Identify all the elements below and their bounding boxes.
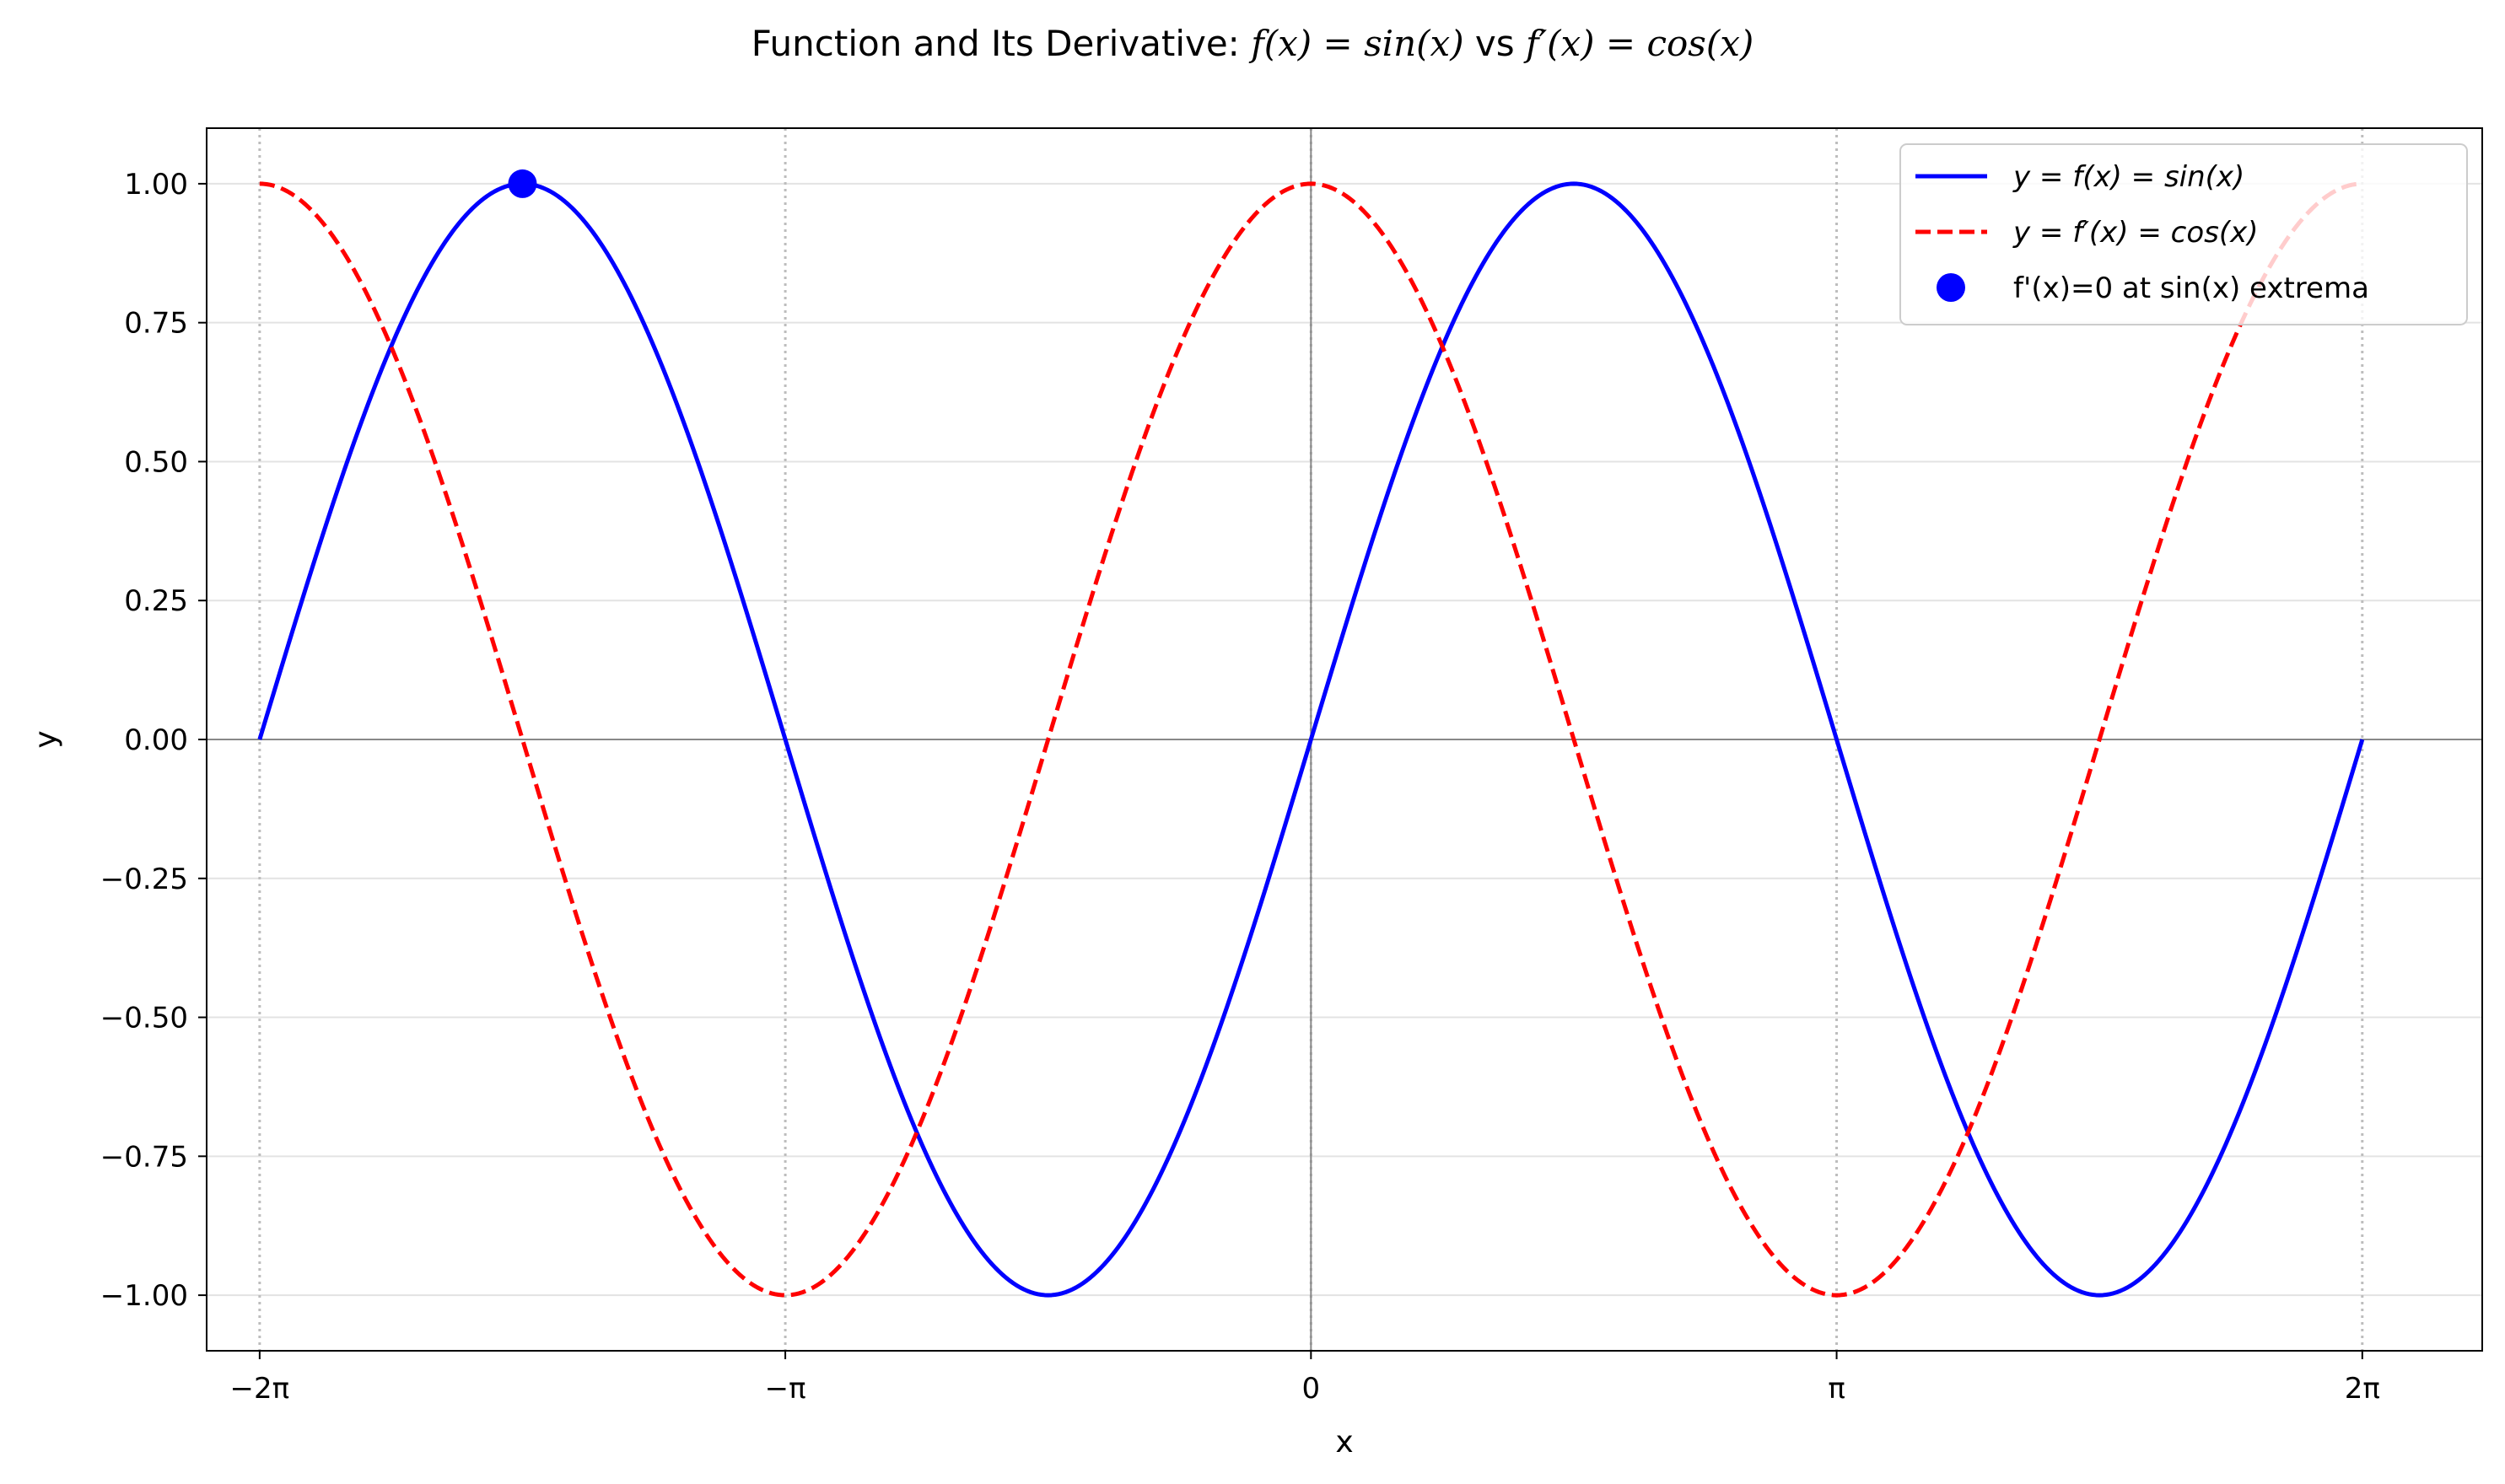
y-tick-label: 1.00 (124, 168, 188, 202)
legend: y = f(x) = sin(x) y = f′(x) = cos(x) f'(… (1899, 143, 2468, 325)
x-tick-label: 0 (1302, 1372, 1321, 1406)
x-tick-label: −2π (230, 1372, 290, 1406)
x-axis-ticks: −2π −π 0 π 2π (230, 1351, 2380, 1406)
title-fprime-expr: f′(x) = cos(x) (1523, 23, 1754, 64)
y-tick-label: 0.25 (124, 584, 188, 618)
legend-label-cos: y = f′(x) = cos(x) (2012, 216, 2259, 250)
y-tick-label: 0.75 (124, 307, 188, 341)
y-tick-label: −1.00 (100, 1279, 188, 1313)
title-joiner: vs (1464, 23, 1526, 64)
series-line-sin (257, 181, 2365, 1298)
marker-layer (508, 169, 537, 198)
x-tick-label: 2π (2345, 1372, 2380, 1406)
x-axis-label: x (1335, 1425, 1353, 1460)
title-f-expr: f(x) = sin(x) (1248, 23, 1463, 64)
y-tick-label: −0.75 (100, 1140, 188, 1174)
y-tick-label: −0.50 (100, 1002, 188, 1035)
legend-label-extrema: f'(x)=0 at sin(x) extrema (2013, 272, 2369, 305)
legend-box (1899, 143, 2468, 325)
chart-title: Function and Its Derivative: f(x) = sin(… (752, 23, 1754, 64)
y-tick-label: 0.50 (124, 445, 188, 479)
extrema-marker (508, 169, 537, 198)
series-layer (257, 181, 2365, 1298)
x-tick-label: −π (765, 1372, 806, 1406)
y-tick-label: −0.25 (100, 863, 188, 896)
legend-label-sin: y = f(x) = sin(x) (2012, 160, 2244, 194)
legend-swatch-extrema (1937, 273, 1965, 302)
series-line-cos (259, 181, 2362, 1298)
title-prefix: Function and Its Derivative: (752, 23, 1252, 64)
y-tick-label: 0.00 (124, 723, 188, 757)
y-axis-label: y (29, 730, 63, 748)
y-axis-ticks: 1.00 0.75 0.50 0.25 0.00 −0.25 −0.50 −0.75 −1.00 (100, 168, 207, 1313)
x-tick-label: π (1828, 1372, 1845, 1406)
